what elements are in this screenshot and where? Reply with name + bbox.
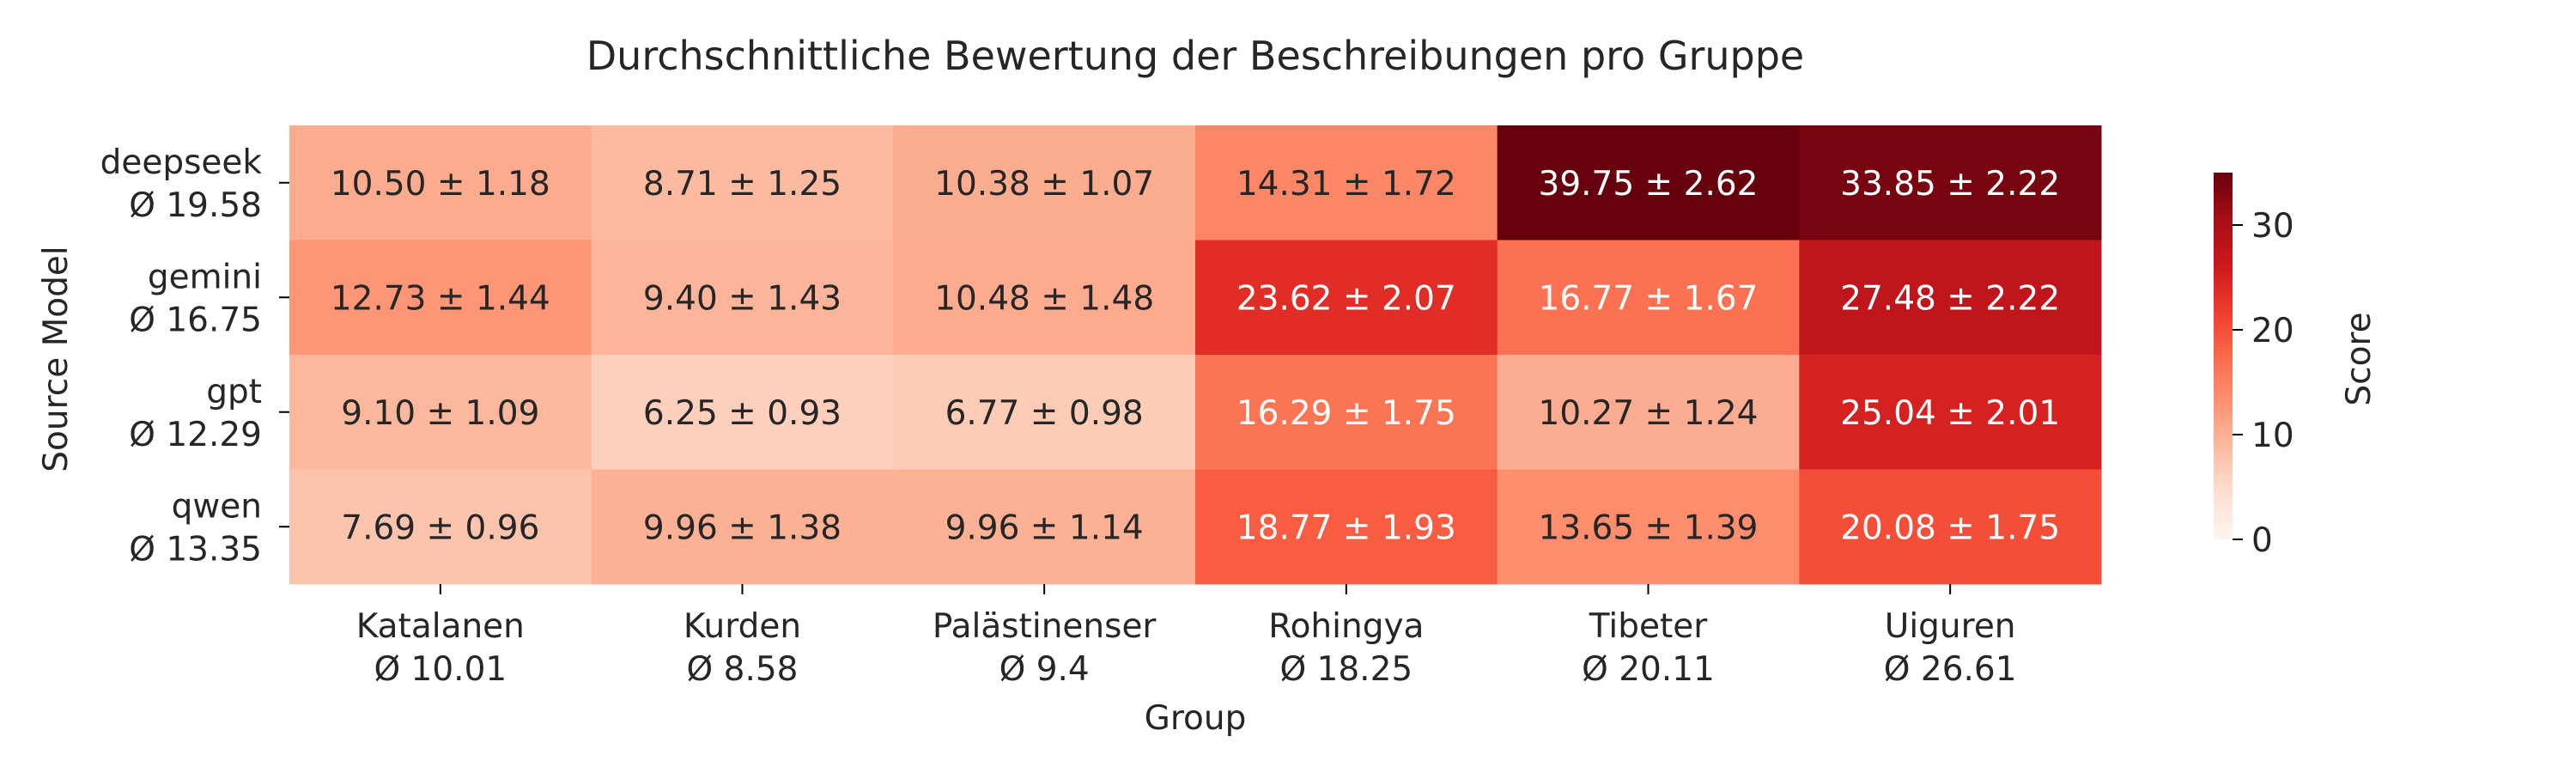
cell-value-label: 10.27 ± 1.24 xyxy=(1539,394,1759,433)
y-tick-label: gemini xyxy=(148,258,262,296)
cell-value-label: 12.73 ± 1.44 xyxy=(331,279,550,318)
x-tick-label: Kurden xyxy=(683,607,801,646)
cell-value-label: 23.62 ± 2.07 xyxy=(1236,279,1456,318)
heatmap-cell xyxy=(1497,355,1800,470)
cell-value-label: 20.08 ± 1.75 xyxy=(1840,508,2060,547)
heatmap-cell xyxy=(1799,240,2102,356)
y-tick-average: Ø 16.75 xyxy=(129,301,262,339)
x-tick-average: Ø 26.61 xyxy=(1884,650,2017,689)
heatmap-cell xyxy=(1195,125,1498,240)
y-axis-label: Source Model xyxy=(37,246,76,472)
cell-value-label: 9.96 ± 1.14 xyxy=(945,508,1144,547)
colorbar-tick-label: 30 xyxy=(2251,207,2294,246)
heatmap-cell xyxy=(1195,469,1498,585)
x-tick-average: Ø 10.01 xyxy=(374,650,507,689)
x-tick-labels: Katalanen Ø 10.01 Kurden Ø 8.58 Palästinense… xyxy=(356,584,2017,689)
cell-value-label: 18.77 ± 1.93 xyxy=(1236,508,1456,547)
colorbar-tick-label: 10 xyxy=(2251,417,2294,455)
heatmap-cell xyxy=(289,240,592,356)
heatmap-cell xyxy=(591,355,894,470)
cell-value-label: 16.77 ± 1.67 xyxy=(1539,279,1759,318)
cell-value-label: 14.31 ± 1.72 xyxy=(1236,165,1456,204)
colorbar-label: Score xyxy=(2340,312,2379,405)
y-tick-average: Ø 12.29 xyxy=(129,416,262,454)
cell-value-label: 6.25 ± 0.93 xyxy=(643,394,841,433)
x-tick-label: Tibeter xyxy=(1589,607,1708,646)
y-tick-label: deepseek xyxy=(100,143,263,182)
heatmap-cell xyxy=(893,469,1196,585)
cell-value-label: 10.50 ± 1.18 xyxy=(331,165,550,204)
cell-value-label: 16.29 ± 1.75 xyxy=(1236,394,1456,433)
cell-value-label: 13.65 ± 1.39 xyxy=(1539,508,1759,547)
heatmap-cell xyxy=(1799,125,2102,240)
heatmap-cell xyxy=(1799,355,2102,470)
heatmap-cell xyxy=(289,125,592,240)
cell-value-label: 10.48 ± 1.48 xyxy=(934,279,1154,318)
cell-value-label: 9.10 ± 1.09 xyxy=(341,394,539,433)
cell-value-label: 25.04 ± 2.01 xyxy=(1840,394,2060,433)
colorbar-tick-label: 0 xyxy=(2251,521,2273,560)
chart-title: Durchschnittliche Bewertung der Beschrei… xyxy=(586,33,1804,79)
y-tick-label: qwen xyxy=(172,487,262,526)
heatmap-cell xyxy=(1497,469,1800,585)
x-tick-average: Ø 18.25 xyxy=(1279,650,1413,689)
cell-value-label: 8.71 ± 1.25 xyxy=(643,165,841,204)
heatmap-cell xyxy=(289,469,592,585)
x-tick-label: Uiguren xyxy=(1885,607,2016,646)
heatmap-cell xyxy=(1799,469,2102,585)
heatmap-cell xyxy=(591,125,894,240)
x-tick-average: Ø 9.4 xyxy=(999,650,1090,689)
colorbar: 0 10 20 30 xyxy=(2214,173,2294,560)
cell-value-label: 33.85 ± 2.22 xyxy=(1840,165,2060,204)
heatmap-cell xyxy=(1497,240,1800,356)
cell-value-label: 9.96 ± 1.38 xyxy=(643,508,841,547)
colorbar-gradient xyxy=(2214,173,2233,539)
cell-value-label: 27.48 ± 2.22 xyxy=(1840,279,2060,318)
y-tick-average: Ø 19.58 xyxy=(129,186,262,225)
x-tick-average: Ø 20.11 xyxy=(1582,650,1715,689)
x-tick-label: Katalanen xyxy=(356,607,525,646)
cell-value-label: 7.69 ± 0.96 xyxy=(341,508,539,547)
x-tick-label: Rohingya xyxy=(1268,607,1424,646)
x-axis-label: Group xyxy=(1145,699,1247,738)
heatmap-cell xyxy=(591,240,894,356)
heatmap-cells: 10.50 ± 1.18 8.71 ± 1.25 10.38 ± 1.07 14.31… xyxy=(289,125,2102,585)
y-tick-average: Ø 13.35 xyxy=(129,530,262,569)
y-tick-labels: deepseek Ø 19.58 gemini Ø 16.75 gpt Ø 12.29 qw… xyxy=(100,143,289,569)
heatmap-cell xyxy=(289,355,592,470)
heatmap-cell xyxy=(893,355,1196,470)
x-tick-average: Ø 8.58 xyxy=(687,650,799,689)
x-tick-label: Palästinenser xyxy=(933,607,1157,646)
heatmap-cell xyxy=(893,125,1196,240)
y-tick-label: gpt xyxy=(206,373,262,411)
cell-value-label: 10.38 ± 1.07 xyxy=(934,165,1154,204)
heatmap-cell xyxy=(591,469,894,585)
cell-value-label: 6.77 ± 0.98 xyxy=(945,394,1144,433)
heatmap-cell xyxy=(893,240,1196,356)
cell-value-label: 39.75 ± 2.62 xyxy=(1539,165,1759,204)
heatmap-cell xyxy=(1195,355,1498,470)
cell-value-label: 9.40 ± 1.43 xyxy=(643,279,841,318)
heatmap-cell xyxy=(1195,240,1498,356)
heatmap-cell xyxy=(1497,125,1800,240)
colorbar-tick-label: 20 xyxy=(2251,312,2294,350)
